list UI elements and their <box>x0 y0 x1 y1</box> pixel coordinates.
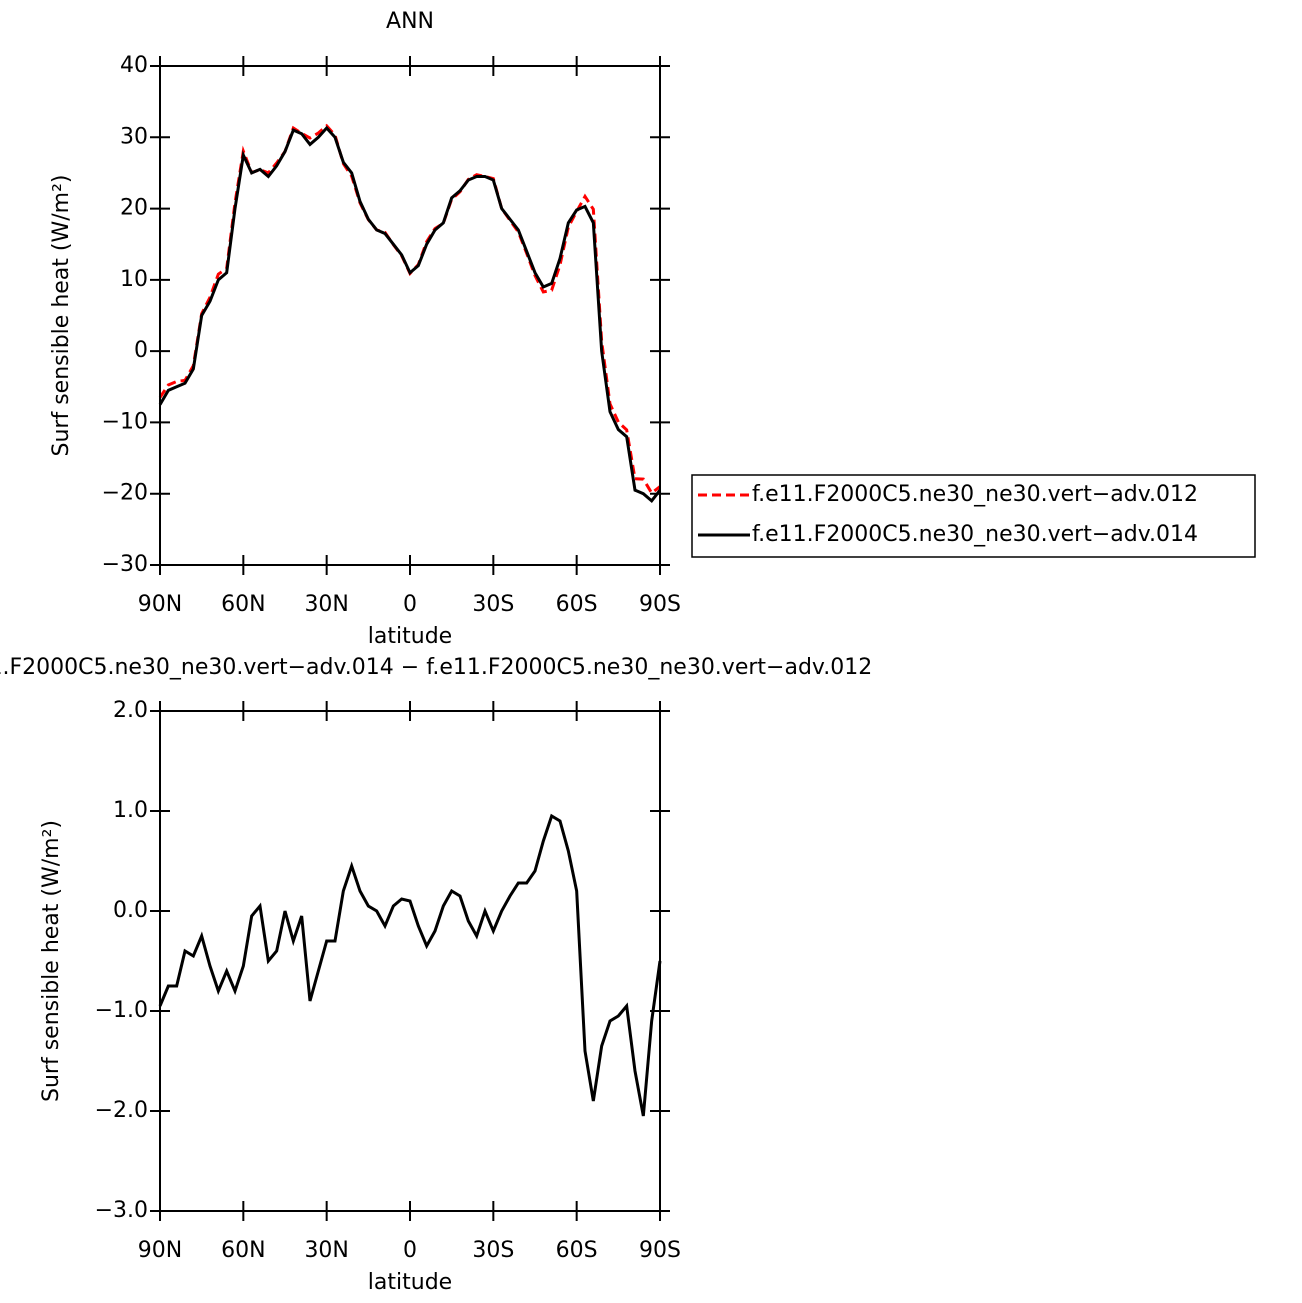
y-tick-label: 2.0 <box>113 698 148 723</box>
y-tick-label: −10 <box>102 409 148 434</box>
x-tick-label: 60N <box>221 592 265 617</box>
x-tick-label: 0 <box>403 592 417 617</box>
x-tick-label: 30N <box>304 592 348 617</box>
plot-frame <box>159 65 661 566</box>
legend-label: f.e11.F2000C5.ne30_ne30.vert−adv.014 <box>752 522 1198 547</box>
x-tick-label: 30S <box>472 592 514 617</box>
x-tick-label: 60N <box>221 1238 265 1263</box>
x-tick-label: 30N <box>304 1238 348 1263</box>
x-axis-label: latitude <box>368 624 452 649</box>
x-tick-label: 90S <box>639 592 681 617</box>
y-axis-label: Surf sensible heat (W/m²) <box>49 175 74 457</box>
y-tick-label: 10 <box>120 267 148 292</box>
legend-label: f.e11.F2000C5.ne30_ne30.vert−adv.012 <box>752 482 1198 507</box>
x-tick-label: 30S <box>472 1238 514 1263</box>
y-tick-label: −20 <box>102 481 148 506</box>
chart-title: f.e11.F2000C5.ne30_ne30.vert−adv.014 − f… <box>0 655 872 680</box>
y-tick-label: −30 <box>102 552 148 577</box>
x-tick-label: 60S <box>556 1238 598 1263</box>
y-tick-label: −3.0 <box>95 1198 148 1223</box>
x-tick-label: 60S <box>556 592 598 617</box>
y-tick-label: 0.0 <box>113 898 148 923</box>
data-line <box>158 813 662 1117</box>
y-axis-label: Surf sensible heat (W/m²) <box>39 820 64 1102</box>
x-tick-label: 0 <box>403 1238 417 1263</box>
y-tick-label: 30 <box>120 124 148 149</box>
y-tick-label: 0 <box>134 338 148 363</box>
data-line <box>158 125 662 504</box>
plot-frame <box>159 710 661 1212</box>
x-tick-label: 90S <box>639 1238 681 1263</box>
legend-box <box>691 474 1256 558</box>
chart-title: ANN <box>386 9 434 34</box>
x-tick-label: 90N <box>138 1238 182 1263</box>
x-axis-label: latitude <box>368 1270 452 1295</box>
data-line <box>158 123 661 496</box>
y-tick-label: 40 <box>120 53 148 78</box>
y-tick-label: 1.0 <box>113 798 148 823</box>
y-tick-label: −1.0 <box>95 998 148 1023</box>
x-tick-label: 90N <box>138 592 182 617</box>
y-tick-label: −2.0 <box>95 1098 148 1123</box>
y-tick-label: 20 <box>120 196 148 221</box>
